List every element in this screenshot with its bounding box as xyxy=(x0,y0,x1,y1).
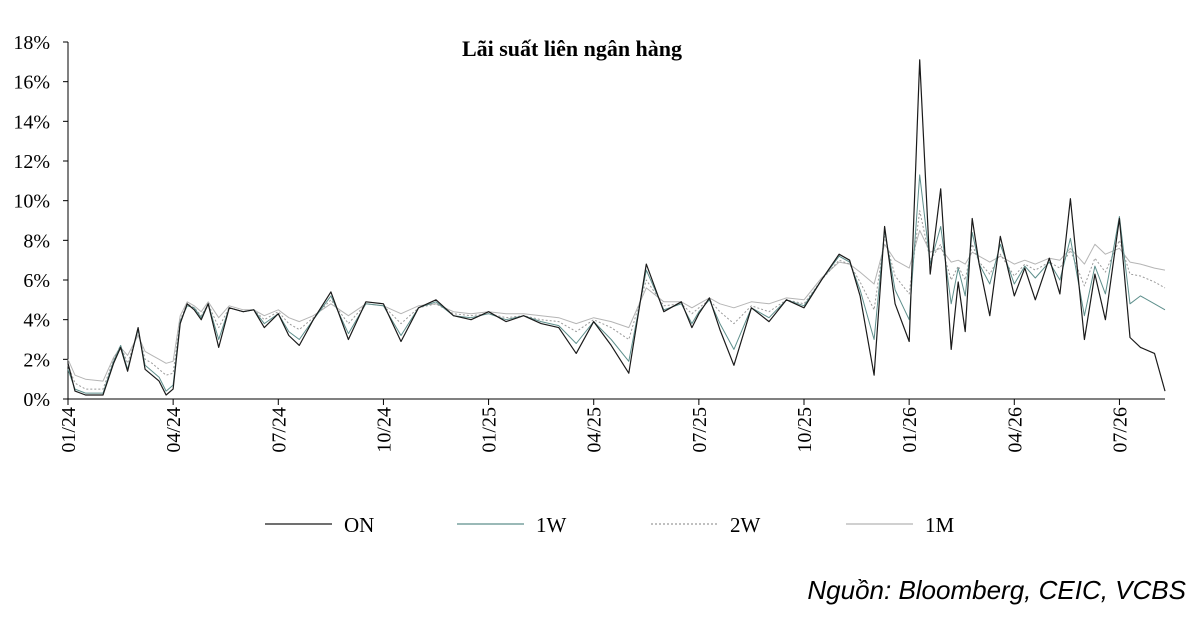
y-tick-label: 12% xyxy=(13,151,50,173)
x-tick-label: 07/25 xyxy=(689,407,711,453)
x-tick-label: 10/25 xyxy=(794,407,816,453)
y-tick-label: 14% xyxy=(13,111,50,133)
legend-label-1w: 1W xyxy=(536,513,567,537)
series-line-2w xyxy=(67,210,1166,390)
y-tick-label: 2% xyxy=(23,349,50,371)
x-tick-label: 07/26 xyxy=(1109,407,1131,453)
x-tick-label: 07/24 xyxy=(268,407,290,453)
y-tick-label: 8% xyxy=(23,230,50,252)
source-note: Nguồn: Bloomberg, CEIC, VCBS xyxy=(807,575,1186,605)
x-tick-label: 10/24 xyxy=(373,407,395,453)
series-lines xyxy=(67,59,1166,396)
y-tick-label: 10% xyxy=(13,191,50,213)
x-tick-label: 04/25 xyxy=(584,407,606,453)
series-line-on xyxy=(67,59,1166,396)
x-tick-label: 01/25 xyxy=(479,407,501,453)
legend-label-on: ON xyxy=(344,513,374,537)
x-tick-label: 04/26 xyxy=(1004,407,1026,453)
y-tick-label: 16% xyxy=(13,72,50,94)
legend-label-1m: 1M xyxy=(925,513,955,537)
legend-label-2w: 2W xyxy=(730,513,761,537)
y-tick-label: 0% xyxy=(23,389,50,411)
chart-legend: ON 1W 2W 1M xyxy=(265,513,955,537)
y-tick-label: 18% xyxy=(13,32,50,54)
x-tick-label: 01/24 xyxy=(58,407,80,453)
series-line-1m xyxy=(67,229,1166,382)
series-line-1w xyxy=(67,174,1166,394)
chart-title: Lãi suất liên ngân hàng xyxy=(462,36,682,61)
y-tick-label: 4% xyxy=(23,310,50,332)
y-tick-label: 6% xyxy=(23,270,50,292)
x-tick-label: 01/26 xyxy=(899,407,921,453)
chart-axes: 0% 2% 4% 6% 8% 10% 12% 14% 16% 18% 01/24 04/24 07/24… xyxy=(13,32,1165,453)
x-tick-label: 04/24 xyxy=(163,407,185,453)
